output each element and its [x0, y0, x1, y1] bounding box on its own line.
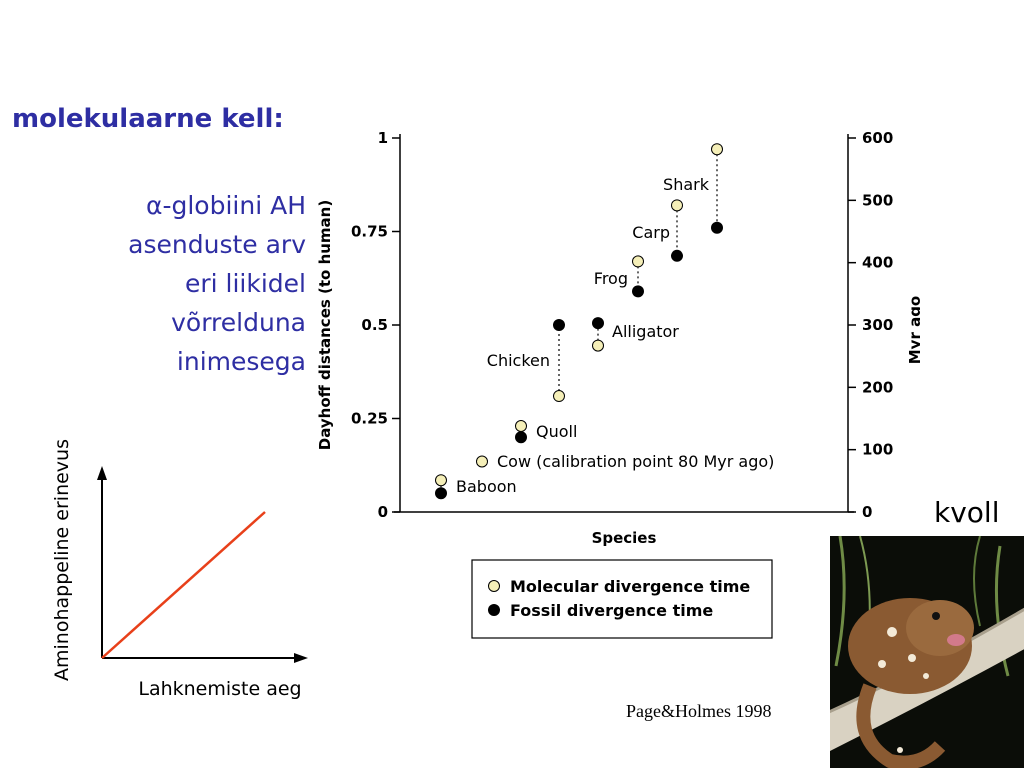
y2-tick-label: 100 [862, 441, 893, 459]
y-tick-label: 0.75 [351, 223, 388, 241]
y2-tick-label: 200 [862, 378, 893, 396]
molecular-point [592, 339, 604, 352]
page-title: molekulaarne kell: [12, 104, 284, 134]
y2-axis-label: Myr ago [906, 296, 920, 365]
sketch-trend-line [101, 511, 266, 659]
y2-tick-label: 500 [862, 191, 893, 209]
photo-label: kvoll [934, 496, 1000, 529]
quoll-photo [830, 536, 1024, 768]
fossil-point [632, 285, 644, 298]
subtitle-line-4: võrrelduna [171, 308, 306, 337]
molecular-point [632, 255, 644, 268]
category-label: Chicken [487, 351, 550, 370]
category-label: Carp [632, 223, 670, 242]
molecular-point [435, 474, 447, 487]
y-tick-label: 0.5 [361, 316, 388, 334]
chart-axes: 0 0.25 0.5 0.75 1 0 100 200 300 400 500 600 Species D… [316, 129, 920, 547]
subtitle: α-globiini AH asenduste arv eri liikidel… [128, 186, 306, 381]
y-tick-label: 0 [378, 503, 388, 521]
category-label: Alligator [612, 322, 679, 341]
category-label: Baboon [456, 477, 517, 496]
fossil-point [553, 319, 565, 331]
sketch-x-arrowhead [294, 653, 308, 663]
legend-fossil-swatch [488, 604, 500, 616]
legend-molecular-label: Molecular divergence time [510, 577, 750, 596]
fossil-point [711, 221, 723, 234]
y2-tick-label: 400 [862, 254, 893, 272]
citation: Page&Holmes 1998 [626, 701, 772, 721]
subtitle-line-2: asenduste arv [128, 230, 306, 259]
chart-legend: Molecular divergence time Fossil divergen… [471, 559, 773, 639]
legend-molecular-swatch [488, 580, 500, 592]
y2-tick-label: 300 [862, 316, 893, 334]
legend-fossil-label: Fossil divergence time [510, 601, 713, 620]
category-label: Frog [594, 269, 628, 288]
chart-labels: Baboon Cow (calibration point 80 Myr ago)… [456, 175, 774, 496]
molecular-point [711, 143, 723, 156]
category-label: Shark [663, 175, 710, 194]
subtitle-line-1: α-globiini AH [145, 191, 306, 220]
subtitle-line-3: eri liikidel [184, 269, 306, 298]
molecular-point [553, 390, 565, 403]
sketch-ylabel: Aminohappeline erinevus [51, 439, 73, 681]
scatter-chart: 0 0.25 0.5 0.75 1 0 100 200 300 400 500 600 Species D… [316, 129, 920, 639]
fossil-point [671, 249, 683, 262]
y-tick-label: 0.25 [351, 410, 388, 428]
chart-marks [435, 143, 723, 500]
y-tick-label: 1 [378, 129, 388, 147]
schematic-graph: Aminohappeline erinevus Lahknemiste aeg [51, 439, 308, 700]
x-axis-label: Species [592, 529, 657, 547]
sketch-y-arrowhead [97, 466, 107, 480]
molecular-point [476, 455, 488, 468]
subtitle-line-5: inimesega [176, 347, 306, 376]
category-label: Quoll [536, 422, 577, 441]
sketch-xlabel: Lahknemiste aeg [138, 678, 301, 700]
fossil-point [592, 317, 604, 330]
fossil-point [515, 431, 527, 444]
y2-tick-label: 600 [862, 129, 893, 147]
molecular-point [515, 419, 527, 432]
y2-tick-label: 0 [862, 503, 872, 521]
fossil-point [435, 487, 447, 500]
molecular-point [671, 199, 683, 212]
y-axis-label: Dayhoff distances (to human) [316, 200, 334, 450]
legend-box [471, 559, 773, 639]
category-label: Cow (calibration point 80 Myr ago) [497, 452, 774, 471]
